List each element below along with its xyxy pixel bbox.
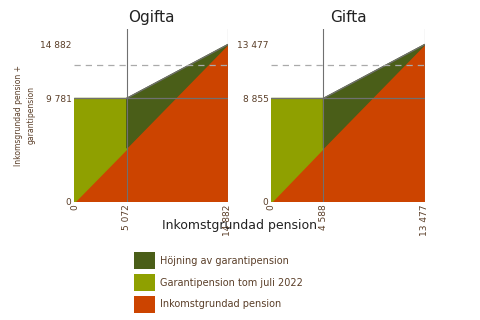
Text: Höjning av garantipension: Höjning av garantipension [160,256,289,266]
Title: Gifta: Gifta [330,10,366,25]
Y-axis label: Inkomsgrundad pension +
garantipension: Inkomsgrundad pension + garantipension [14,65,36,166]
Polygon shape [74,98,127,202]
Text: Inkomstgrundad pension: Inkomstgrundad pension [160,299,282,309]
Polygon shape [74,44,228,202]
Polygon shape [324,44,425,148]
Polygon shape [127,44,228,148]
Polygon shape [271,44,425,202]
Title: Ogifta: Ogifta [128,10,174,25]
Text: Inkomstgrundad pension: Inkomstgrundad pension [163,219,317,232]
Text: Garantipension tom juli 2022: Garantipension tom juli 2022 [160,277,303,288]
Polygon shape [271,98,324,202]
